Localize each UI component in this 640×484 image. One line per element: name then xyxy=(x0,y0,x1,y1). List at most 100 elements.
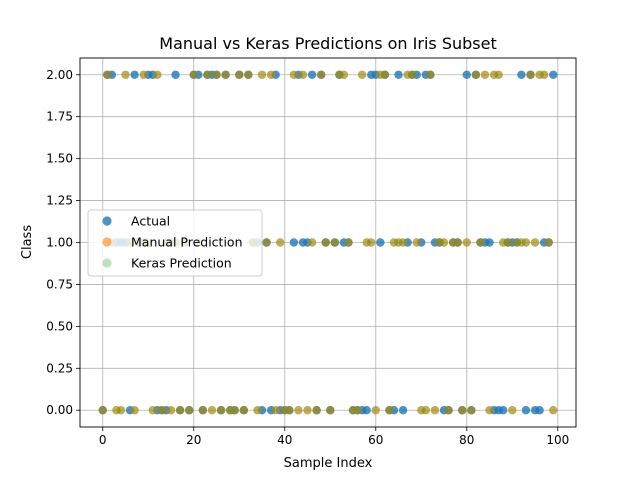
data-point xyxy=(348,406,358,415)
data-point xyxy=(485,406,494,415)
data-point xyxy=(389,238,399,247)
data-point xyxy=(321,238,330,247)
data-point xyxy=(276,238,285,247)
data-point xyxy=(367,238,376,247)
data-points xyxy=(98,70,558,415)
data-point xyxy=(157,406,167,415)
data-point xyxy=(544,238,553,247)
data-point xyxy=(498,238,508,247)
data-point xyxy=(98,406,107,415)
data-point xyxy=(385,406,394,415)
data-point xyxy=(244,70,253,79)
data-point xyxy=(335,70,344,79)
y-tick-label: 0.75 xyxy=(46,277,73,291)
data-point xyxy=(235,70,244,79)
x-tick-label: 0 xyxy=(99,433,107,447)
data-point xyxy=(376,238,385,247)
data-point xyxy=(212,70,221,79)
data-point xyxy=(430,406,440,415)
data-point xyxy=(403,70,412,79)
data-point xyxy=(503,238,512,247)
data-point xyxy=(339,70,349,79)
data-point xyxy=(276,238,285,247)
data-point xyxy=(371,406,380,415)
data-point xyxy=(166,406,176,415)
data-point xyxy=(521,238,531,247)
data-point xyxy=(430,406,440,415)
data-point xyxy=(467,406,476,415)
data-point xyxy=(235,70,244,79)
x-tick-label: 40 xyxy=(277,433,292,447)
data-point xyxy=(544,238,553,247)
y-tick-label: 1.25 xyxy=(46,194,73,208)
data-point xyxy=(398,238,408,247)
data-point xyxy=(289,238,299,247)
data-point xyxy=(376,70,385,79)
data-point xyxy=(407,70,417,79)
data-point xyxy=(439,238,449,247)
data-point xyxy=(307,238,317,247)
data-point xyxy=(357,70,367,79)
data-point xyxy=(448,238,458,247)
data-point xyxy=(394,70,403,79)
y-tick-label: 0.25 xyxy=(46,361,73,375)
y-tick-label: 0.50 xyxy=(46,319,73,333)
axis-ticks: 0 20 40 60 80 100 0.00 0.25 0.50 0.75 1.00 1.25 1.50… xyxy=(46,68,569,447)
data-point xyxy=(203,70,212,79)
data-point xyxy=(480,70,490,79)
data-point xyxy=(139,70,148,79)
data-point xyxy=(230,406,239,415)
data-point xyxy=(526,70,535,79)
data-point xyxy=(380,70,390,79)
data-point xyxy=(257,70,267,79)
data-point xyxy=(153,70,162,79)
data-point xyxy=(535,70,544,79)
data-point xyxy=(476,238,485,247)
data-point xyxy=(185,406,194,415)
data-point xyxy=(326,406,335,415)
data-point xyxy=(148,406,158,415)
data-point xyxy=(521,238,531,247)
data-point xyxy=(412,238,421,247)
data-point xyxy=(503,238,512,247)
data-point xyxy=(549,406,558,415)
data-point xyxy=(116,406,126,415)
data-point xyxy=(198,406,208,415)
data-point xyxy=(216,406,226,415)
data-point xyxy=(303,406,312,415)
data-point xyxy=(421,406,431,415)
data-point xyxy=(444,406,453,415)
data-point xyxy=(244,70,253,79)
data-point xyxy=(489,70,499,79)
data-point xyxy=(344,238,353,247)
legend-label: Actual xyxy=(131,214,170,229)
data-point xyxy=(198,406,208,415)
data-point xyxy=(357,70,367,79)
data-point xyxy=(353,406,362,415)
data-point xyxy=(530,238,540,247)
data-point xyxy=(462,70,471,79)
data-point xyxy=(385,406,394,415)
y-tick-label: 0.00 xyxy=(46,403,73,417)
x-tick-label: 80 xyxy=(459,433,474,447)
data-point xyxy=(225,406,235,415)
data-point xyxy=(298,70,308,79)
data-point xyxy=(239,406,249,415)
data-point xyxy=(421,406,431,415)
data-point xyxy=(98,406,107,415)
data-point xyxy=(316,70,326,79)
data-point xyxy=(530,238,540,247)
data-point xyxy=(289,70,299,79)
data-point xyxy=(330,238,340,247)
data-point xyxy=(435,238,444,247)
y-tick-label: 2.00 xyxy=(46,68,73,82)
data-point xyxy=(485,238,494,247)
data-point xyxy=(103,70,112,79)
data-point xyxy=(294,406,303,415)
data-point xyxy=(112,406,121,415)
x-axis-label: Sample Index xyxy=(284,456,373,471)
data-point xyxy=(130,70,139,79)
data-point xyxy=(426,70,435,79)
legend-box xyxy=(87,209,263,277)
